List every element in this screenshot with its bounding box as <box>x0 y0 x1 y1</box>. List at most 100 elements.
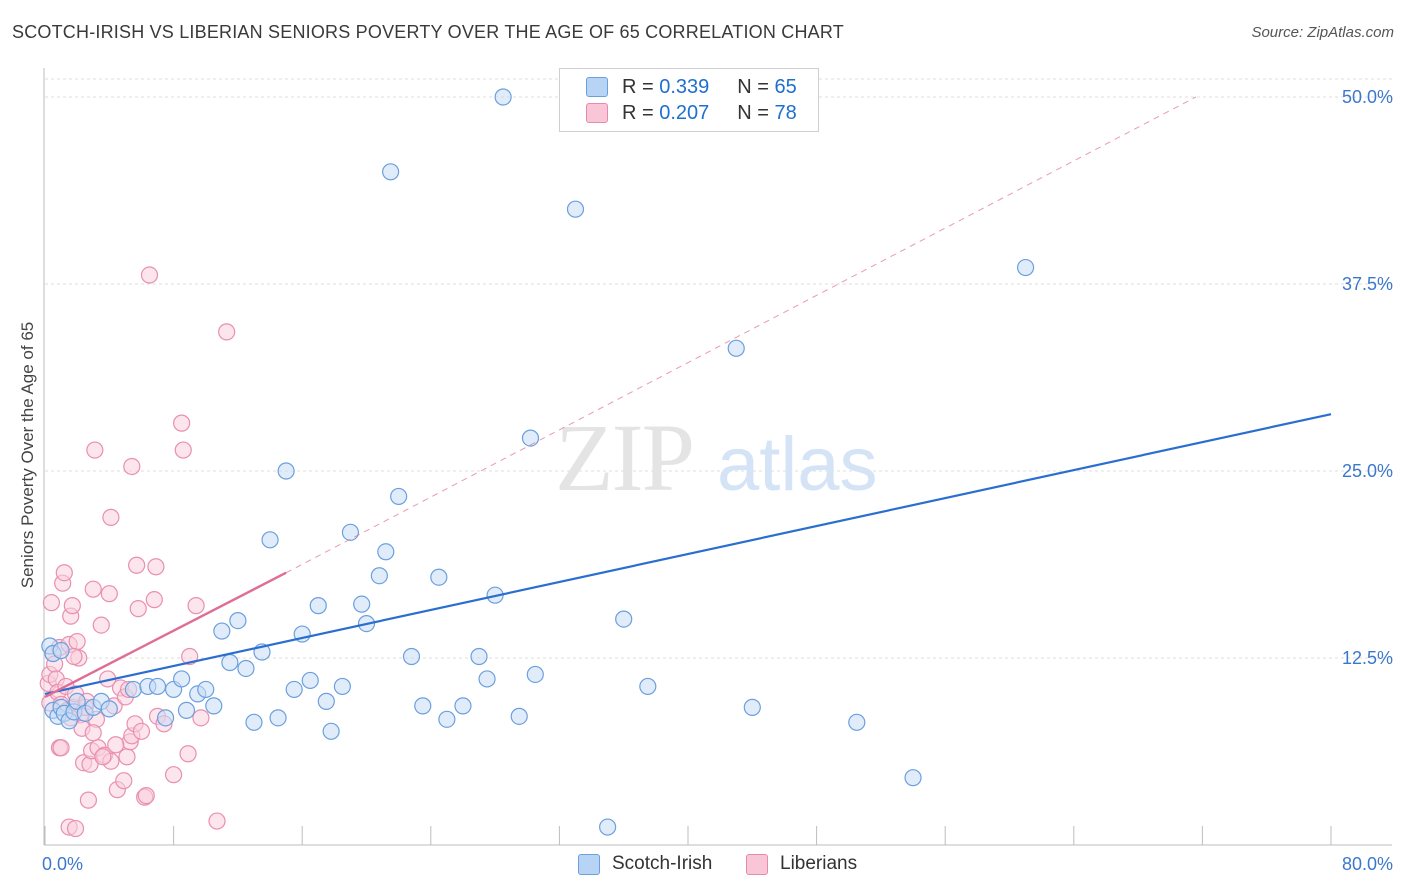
scotch-irish-point <box>848 713 866 731</box>
scotch-irish-point <box>261 531 279 549</box>
x-tick-label: 0.0% <box>42 854 83 874</box>
liberians-point <box>92 616 110 634</box>
liberians-point <box>86 441 104 459</box>
scotch-irish-point <box>639 677 657 696</box>
scotch-irish-point <box>566 200 585 218</box>
scotch-irish-point <box>124 680 143 699</box>
scotch-irish-point <box>353 595 371 613</box>
liberians-point <box>52 739 70 757</box>
liberians-point <box>208 812 226 830</box>
scotch-irish-point <box>341 523 360 541</box>
legend-swatch-liberians <box>586 103 608 123</box>
scotch-irish-point <box>237 659 255 678</box>
axes <box>43 68 1392 846</box>
liberians-point <box>129 600 147 618</box>
scotch-irish-point <box>904 769 922 787</box>
legend-n-value: 65 <box>774 75 797 98</box>
liberians-point <box>145 591 163 609</box>
liberians-point <box>107 736 125 754</box>
legend-r-value: 0.207 <box>659 101 710 124</box>
legend-r-value: 0.339 <box>659 75 710 98</box>
scotch-irish-point <box>221 653 239 672</box>
scotch-irish-point <box>229 611 247 630</box>
scotch-irish-point <box>521 429 540 447</box>
liberians-points <box>39 266 236 838</box>
liberians-point <box>192 709 210 727</box>
trend-lines <box>44 96 1332 698</box>
liberians-point <box>84 580 102 598</box>
bottom-legend-swatch-scotch-irish <box>578 853 600 875</box>
scotch-irish-point <box>322 722 340 740</box>
scotch-irish-point <box>454 697 472 715</box>
scotch-irish-point <box>205 697 223 715</box>
scotch-irish-point <box>309 597 327 615</box>
scotch-irish-point <box>414 697 432 715</box>
scotch-irish-trend-line <box>44 413 1332 695</box>
liberians-point <box>174 441 192 459</box>
liberians-point <box>115 772 133 790</box>
liberians-point <box>84 724 102 742</box>
scotch-irish-point <box>510 707 528 725</box>
scotch-irish-points <box>41 88 1035 836</box>
liberians-point <box>173 414 191 432</box>
scotch-irish-point <box>197 680 215 699</box>
scotch-irish-point <box>743 698 761 716</box>
y-axis-label: Seniors Poverty Over the Age of 65 <box>18 322 37 588</box>
watermark-atlas: atlas <box>717 422 878 507</box>
scotch-irish-point <box>1016 258 1035 277</box>
scotch-irish-point <box>285 680 303 699</box>
y-tick-label: 50.0% <box>1342 87 1393 107</box>
liberians-point <box>132 722 151 740</box>
bottom-legend-label: Liberians <box>780 853 858 874</box>
scotch-irish-point <box>317 692 335 710</box>
scotch-irish-point <box>438 710 456 728</box>
scotch-irish-point <box>68 692 86 710</box>
liberians-point <box>165 766 183 784</box>
bottom-legend-label: Scotch-Irish <box>612 853 713 874</box>
liberians-point <box>66 819 85 838</box>
chart-title: SCOTCH-IRISH VS LIBERIAN SENIORS POVERTY… <box>12 22 844 42</box>
legend-n-value: 78 <box>774 101 797 124</box>
y-tick-label: 12.5% <box>1342 648 1393 668</box>
liberians-point <box>187 597 205 615</box>
gridlines <box>45 78 1392 659</box>
bottom-legend-liberians: Liberians <box>746 852 857 876</box>
scotch-irish-point <box>156 709 175 727</box>
liberians-point <box>128 556 146 574</box>
scotch-irish-point <box>301 671 319 690</box>
scotch-irish-point <box>213 622 231 640</box>
source-label: Source: ZipAtlas.com <box>1251 24 1394 41</box>
scotch-irish-point <box>245 713 263 731</box>
liberians-point <box>55 564 73 582</box>
scotch-irish-point <box>494 88 512 106</box>
liberians-point <box>68 632 86 651</box>
watermark: ZIP atlas <box>555 404 878 511</box>
scotch-irish-point <box>727 339 745 357</box>
scotch-irish-point <box>390 487 408 506</box>
bottom-legend-swatch-liberians <box>746 853 768 875</box>
legend-row-scotch-irish: R = 0.339 N = 65 <box>586 75 797 99</box>
scotch-irish-point <box>377 543 395 561</box>
liberians-point <box>63 597 81 615</box>
liberians-point <box>140 266 159 284</box>
y-tick-label: 25.0% <box>1342 461 1393 481</box>
liberians-point <box>137 787 155 805</box>
liberians-point <box>100 585 118 603</box>
y-tick-label: 37.5% <box>1342 274 1393 294</box>
liberians-point <box>147 558 165 576</box>
legend-n-label: N = <box>737 101 769 124</box>
liberians-point <box>102 508 120 526</box>
scotch-irish-point <box>599 818 617 836</box>
scotch-irish-point <box>526 665 544 684</box>
scotch-irish-point <box>470 647 488 666</box>
scotch-irish-point <box>52 641 70 660</box>
scotch-irish-point <box>173 670 191 688</box>
legend: R = 0.339 N = 65 R = 0.207 N = 78 <box>559 68 819 132</box>
x-tick-label: 80.0% <box>1342 854 1393 874</box>
liberians-point <box>179 745 197 763</box>
scotch-irish-point <box>370 567 388 585</box>
bottom-legend-scotch-irish: Scotch-Irish <box>578 852 712 876</box>
scotch-irish-point <box>100 700 118 718</box>
scotch-irish-point <box>402 647 421 666</box>
